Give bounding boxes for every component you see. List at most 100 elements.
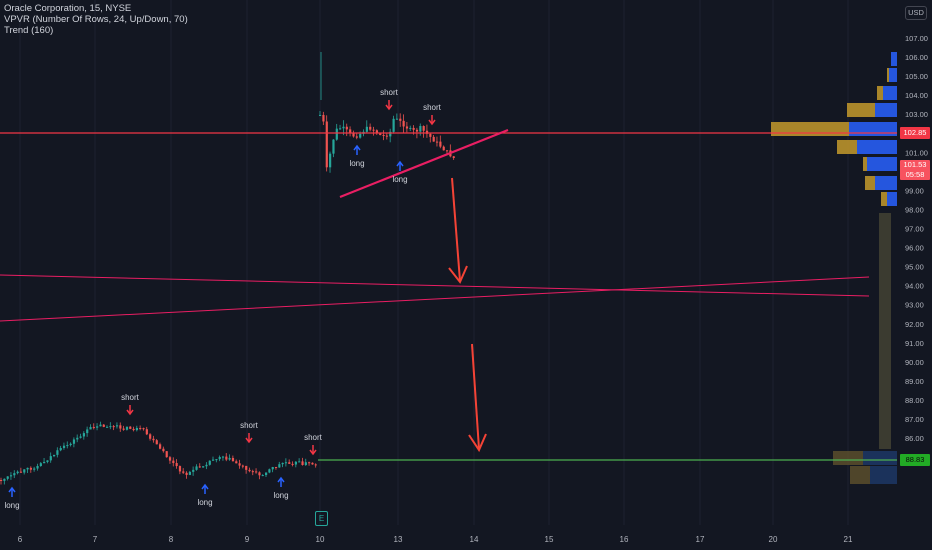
legend-trend[interactable]: Trend (160) (4, 25, 54, 36)
price-tick-label: 86.00 (905, 434, 924, 443)
short-signal-label: short (380, 88, 399, 97)
candle-body (385, 135, 389, 137)
candle-body (69, 443, 72, 446)
candle-body (291, 463, 294, 465)
signal-markers: short long long short long short long short long… (4, 88, 441, 510)
earnings-icon[interactable]: E (315, 511, 328, 526)
price-tick-label: 92.00 (905, 320, 924, 329)
candle-body (29, 467, 33, 470)
candle-body (43, 461, 46, 464)
price-tick-label: 107.00 (905, 34, 928, 43)
legend-symbol[interactable]: Oracle Corporation, 15, NYSE (4, 3, 132, 14)
candle-body (288, 462, 291, 464)
candle-body (46, 460, 49, 462)
candle-body (245, 465, 248, 470)
vp-row-up (857, 140, 897, 154)
candle-body (195, 466, 198, 470)
price-tick-label: 93.00 (905, 301, 924, 310)
candle-body (422, 126, 425, 131)
candle-body (208, 460, 211, 465)
candle-body (53, 454, 56, 457)
candle-body (314, 464, 317, 466)
candle-body (182, 471, 185, 473)
price-tick-label: 96.00 (905, 244, 924, 253)
candle-body (439, 141, 442, 147)
volume-profile (771, 52, 897, 484)
candle-body (339, 128, 342, 130)
candle-body (251, 471, 254, 473)
candle-body (335, 128, 338, 140)
candle-body (56, 450, 59, 455)
candle-body (23, 469, 26, 473)
last-price-value: 101.53 (903, 160, 927, 169)
candle-body (109, 426, 112, 428)
candle-body (62, 445, 66, 448)
candle-body (155, 440, 158, 445)
candle-body (86, 429, 89, 434)
candle-body (395, 118, 399, 120)
candle-body (82, 433, 86, 437)
candle-body (425, 130, 429, 134)
candle-body (248, 469, 251, 472)
candle-body (349, 129, 352, 133)
candle-body (419, 126, 422, 132)
candle-body (175, 463, 178, 467)
candle-body (372, 129, 375, 131)
vp-row-up (875, 176, 897, 190)
candle-body (162, 448, 165, 452)
vp-row-up (849, 122, 897, 136)
bar-countdown: 05:58 (905, 170, 925, 179)
long-signal-label: long (349, 159, 364, 168)
candle-body (255, 471, 258, 473)
candle-body (445, 150, 449, 152)
long-signal-label: long (273, 491, 288, 500)
vp-row-down (881, 192, 887, 206)
drawing-lines (0, 128, 932, 461)
time-axis[interactable]: 6 7 8 9 10 13 14 15 16 17 20 21 (18, 535, 853, 544)
resistance-price-badge: 102.85 (900, 127, 930, 139)
price-tick-label: 105.00 (905, 72, 928, 81)
price-tick-label: 89.00 (905, 377, 924, 386)
candle-body (382, 135, 385, 137)
candle-body (149, 434, 152, 439)
long-signal-arrow-icon (396, 160, 404, 171)
vp-row-up (891, 52, 897, 66)
candle-body (76, 437, 79, 440)
long-signal-label: long (392, 175, 407, 184)
time-tick-label: 9 (245, 535, 250, 544)
vp-row-up (883, 86, 897, 100)
candle-body (106, 426, 109, 428)
candle-body (231, 457, 235, 462)
short-signal-label: short (121, 393, 140, 402)
long-signal-arrow-icon (201, 483, 209, 494)
vp-row-up (889, 68, 897, 82)
time-tick-label: 15 (545, 535, 554, 544)
candle-body (389, 131, 392, 137)
candle-body (294, 461, 298, 465)
candle-body (198, 466, 201, 468)
candle-body (212, 459, 215, 461)
legend-vpvr[interactable]: VPVR (Number Of Rows, 24, Up/Down, 70) (4, 14, 188, 25)
candle-body (218, 456, 221, 460)
price-axis[interactable]: 107.00106.00105.00104.00103.00102.00101.… (897, 0, 932, 550)
candle-body (274, 467, 278, 469)
candle-body (165, 451, 168, 458)
candle-body (102, 424, 105, 427)
vp-projected-row-up (870, 466, 897, 484)
candle-body (112, 426, 115, 428)
candle-body (355, 136, 358, 138)
candle-body (352, 132, 355, 137)
time-tick-label: 16 (620, 535, 629, 544)
candle-body (152, 438, 155, 441)
time-tick-label: 6 (18, 535, 23, 544)
short-signal-arrow-icon (385, 100, 393, 111)
candle-body (322, 114, 325, 122)
time-tick-label: 8 (169, 535, 174, 544)
currency-button[interactable]: USD (905, 6, 927, 20)
short-signal-arrow-icon (309, 445, 317, 456)
short-signal-arrow-icon (428, 115, 436, 126)
chart-legend: Oracle Corporation, 15, NYSE VPVR (Numbe… (4, 3, 188, 36)
long-signal-label: long (4, 501, 19, 510)
candle-body (258, 472, 261, 476)
